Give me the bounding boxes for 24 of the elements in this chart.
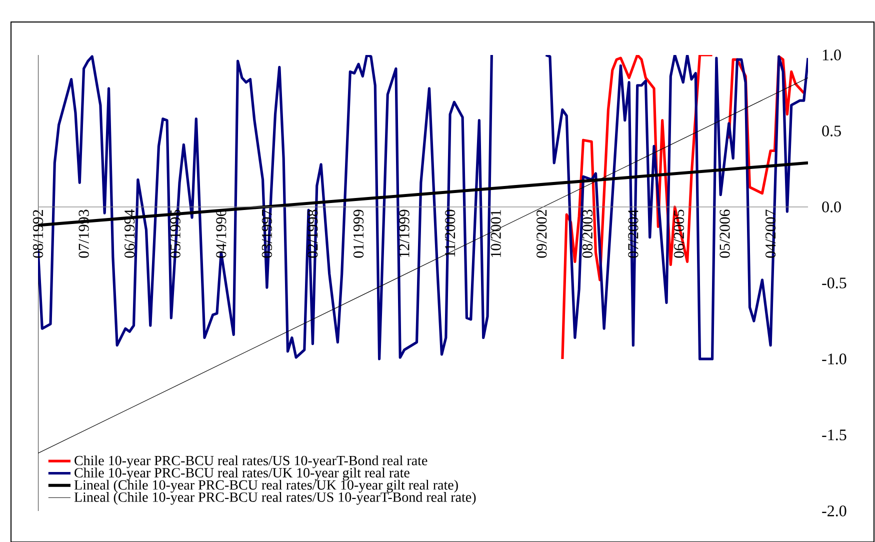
x-tick-label: 06/2005 — [674, 210, 684, 258]
x-tick-label: 07/2004 — [628, 209, 638, 258]
y-tick-label: 0.5 — [822, 126, 841, 136]
x-tick-label: 02/1998 — [308, 210, 318, 258]
legend-label: Lineal (Chile 10-year PRC-BCU real rates/UK 10-year gilt real rate) — [74, 480, 458, 493]
x-tick-label: 03/1997 — [262, 210, 272, 258]
legend-label: Chile 10-year PRC-BCU real rates/UK 10-year gilt real rate — [74, 468, 410, 480]
x-tick-label: 04/2007 — [765, 210, 776, 258]
y-tick-label: -1.0 — [822, 354, 846, 364]
x-tick-label: 11/2000 — [445, 210, 456, 256]
legend-label: Lineal (Chile 10-year PRC-BCU real rates/US 10-yearT-Bond real rate) — [74, 492, 476, 505]
y-tick-label: -2.0 — [822, 506, 846, 516]
y-tick-label: 0.0 — [822, 202, 841, 212]
legend-label: Chile 10-year PRC-BCU real rates/US 10-yearT-Bond real rate — [74, 455, 428, 468]
x-tick-label: 01/1999 — [353, 210, 364, 258]
x-tick-label: 12/1999 — [399, 210, 410, 258]
y-tick-label: 1.0 — [822, 50, 841, 60]
y-tick-label: -1.5 — [822, 430, 846, 440]
x-tick-label: 10/2001 — [490, 210, 501, 258]
y-tick-label: -0.5 — [822, 278, 846, 288]
x-tick-label: 09/2002 — [536, 210, 547, 258]
x-tick-label: 08/1992 — [32, 210, 44, 258]
x-tick-label: 05/2006 — [720, 210, 730, 258]
x-tick-label: 08/2003 — [582, 210, 592, 258]
